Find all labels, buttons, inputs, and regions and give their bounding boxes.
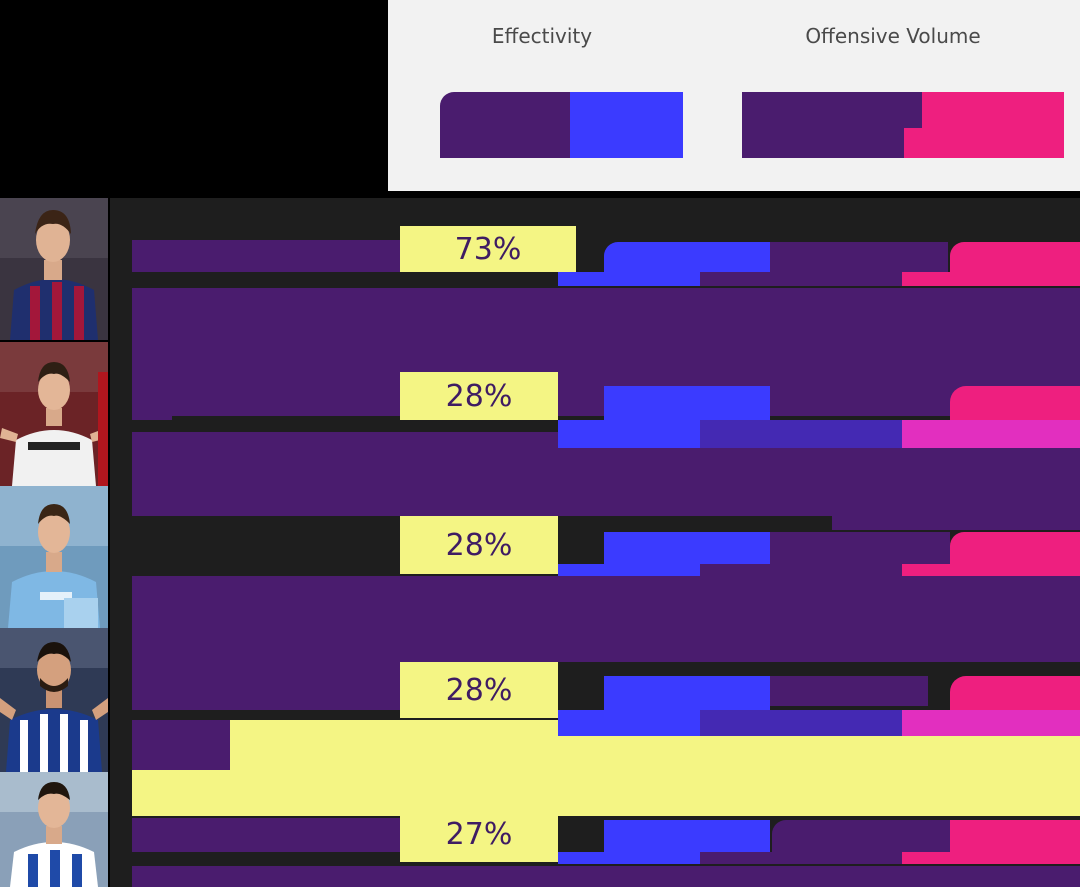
effectivity-header: Effectivity	[491, 24, 593, 48]
band-2b	[832, 500, 1080, 530]
row-2-effectivity-value: 28%	[400, 372, 558, 420]
row-1-name-bar	[132, 240, 400, 272]
player-4-photo	[0, 628, 108, 772]
row-4-volume-purple	[770, 676, 928, 706]
row-1-volume-pink	[950, 242, 1080, 272]
row-1-volume-purple-base	[700, 272, 902, 286]
effectivity-legend-blue	[570, 92, 683, 158]
row-5-effectivity-blue-base	[558, 852, 700, 864]
row-2-volume-purple	[770, 386, 928, 416]
band-4-yellow	[132, 720, 1080, 816]
row-4-effectivity-blue-base	[558, 710, 700, 736]
row-2-name-bar	[132, 410, 172, 420]
row-4-effectivity-value: 28%	[400, 662, 558, 718]
row-4-volume-pink-base	[902, 710, 1080, 736]
row-5-effectivity-blue	[604, 820, 770, 852]
offensive-volume-header: Offensive Volume	[805, 24, 981, 48]
row-2-effectivity-blue	[604, 386, 770, 420]
row-3-effectivity-blue-base	[558, 564, 700, 576]
volume-legend-pink	[922, 92, 1064, 158]
player-1-photo	[0, 198, 108, 340]
row-3-effectivity-blue	[604, 532, 770, 564]
row-1-effectivity-blue	[604, 242, 770, 272]
player-2-photo	[0, 342, 108, 486]
row-1-effectivity-value: 73%	[400, 226, 576, 272]
row-3-effectivity-value: 28%	[400, 516, 558, 574]
row-4-effectivity-blue	[604, 676, 770, 710]
row-4-volume-pink	[950, 676, 1080, 710]
band-3b	[132, 662, 400, 710]
row-4-volume-purple-base	[700, 710, 902, 736]
row-5-volume-purple	[772, 820, 950, 852]
row-1-volume-pink-base	[902, 272, 1080, 286]
row-2-volume-purple-base	[700, 420, 902, 448]
row-3-volume-pink-base	[902, 564, 1080, 576]
row-3-volume-pink	[950, 532, 1080, 564]
band-3	[132, 576, 1080, 662]
row-5-name-bar	[132, 818, 400, 852]
row-5-effectivity-value: 27%	[400, 806, 558, 862]
player-5-photo	[0, 772, 108, 887]
volume-legend-pink-step	[904, 128, 922, 158]
row-5-volume-purple-base	[700, 852, 902, 864]
row-2-effectivity-blue-base	[558, 420, 700, 448]
band-5	[132, 866, 1080, 887]
row-3-volume-purple	[770, 532, 950, 564]
row-1-volume-purple	[770, 242, 948, 272]
row-5-volume-pink	[950, 820, 1080, 852]
row-2-volume-pink-base	[902, 420, 1080, 448]
volume-legend-purple	[742, 92, 922, 158]
row-1-effectivity-blue-base	[558, 272, 700, 286]
band-4-mark	[132, 720, 230, 770]
row-2-volume-pink	[950, 386, 1080, 420]
row-3-volume-purple-base	[700, 564, 902, 576]
row-5-volume-pink-base	[902, 852, 1080, 864]
effectivity-legend-purple	[440, 92, 570, 158]
player-3-photo	[0, 486, 108, 628]
